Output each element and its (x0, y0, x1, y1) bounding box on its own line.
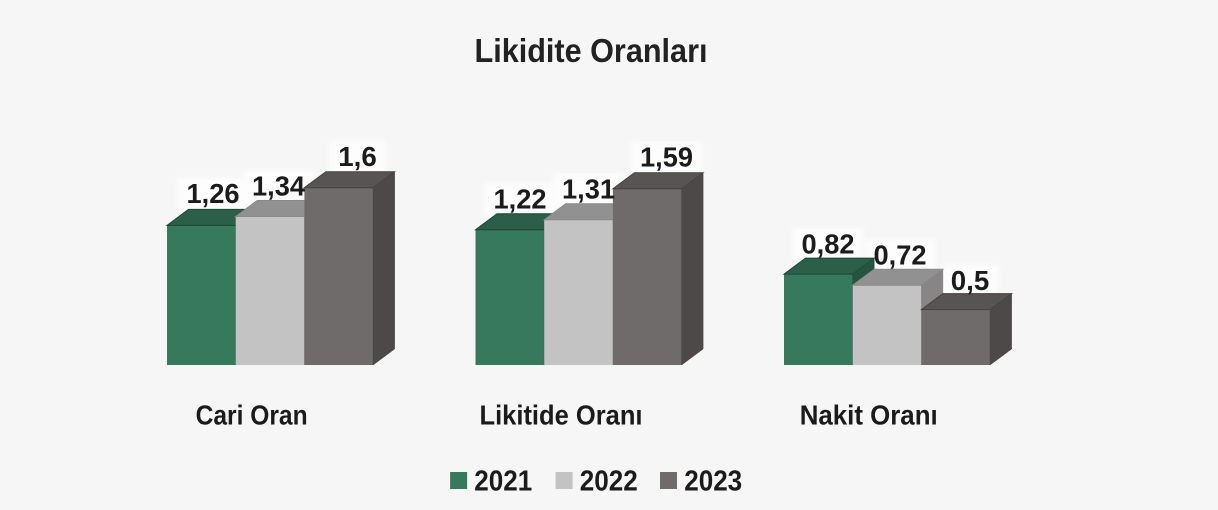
svg-text:0,72: 0,72 (874, 240, 927, 271)
svg-text:1,34: 1,34 (252, 171, 305, 202)
svg-text:1,6: 1,6 (338, 141, 377, 172)
svg-text:Nakit Oranı: Nakit Oranı (800, 400, 938, 431)
svg-text:Likitide Oranı: Likitide Oranı (480, 400, 643, 431)
svg-text:0,5: 0,5 (951, 265, 990, 296)
svg-text:1,26: 1,26 (187, 178, 240, 209)
svg-text:2021: 2021 (474, 466, 532, 498)
svg-text:0,82: 0,82 (802, 229, 855, 260)
svg-text:2022: 2022 (580, 466, 638, 498)
svg-text:Likidite Oranları: Likidite Oranları (475, 32, 708, 69)
svg-text:2023: 2023 (684, 466, 742, 498)
svg-text:1,59: 1,59 (640, 142, 693, 173)
svg-text:Cari Oran: Cari Oran (196, 400, 308, 431)
svg-text:1,22: 1,22 (494, 184, 547, 215)
svg-text:1,31: 1,31 (562, 174, 615, 205)
